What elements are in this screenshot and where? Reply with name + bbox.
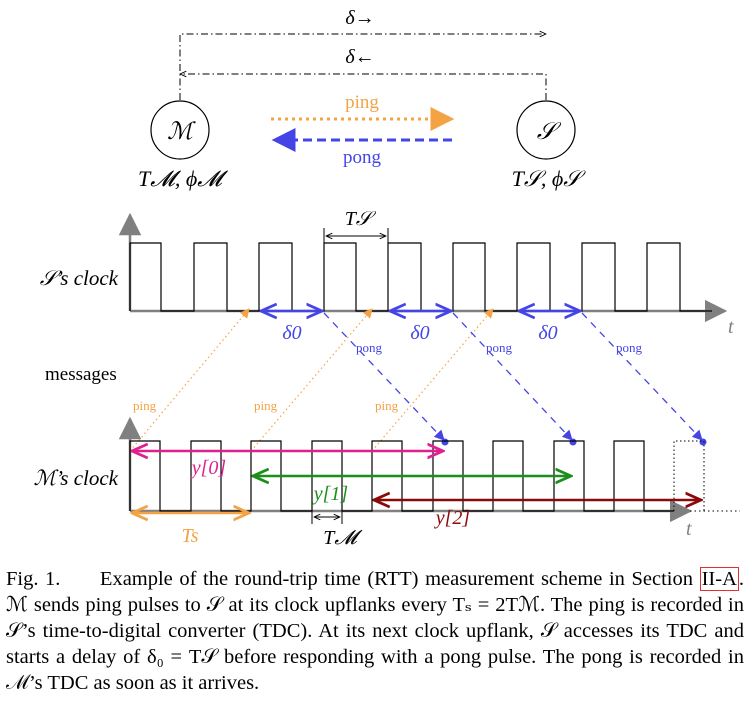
- top-delay-forward: δ→: [179, 7, 546, 100]
- master-node: [150, 100, 210, 160]
- measurement-y1: y[1]: [253, 476, 571, 505]
- ping-label-1: ping: [133, 398, 157, 413]
- y0-label: y[0]: [190, 457, 226, 479]
- delta0-label-1: δ0: [282, 322, 301, 344]
- messages-label: messages: [45, 364, 117, 385]
- slave-delay-1: δ0: [261, 311, 322, 344]
- delta-backward-label: δ←: [345, 46, 374, 68]
- measurement-y0: y[0]: [132, 451, 443, 479]
- rtt-diagram: δ→ δ← ℳ T𝓜, ϕ𝓜 𝒮 T𝒮, ϕ𝒮 ping pong 𝒮’s cl…: [34, 7, 740, 549]
- top-pong-label: pong: [343, 147, 382, 168]
- slave-node-label: T𝒮, ϕ𝒮: [512, 166, 587, 191]
- delta0-label-3: δ0: [538, 322, 557, 344]
- top-ping-arrow: ping: [271, 92, 455, 131]
- top-delay-backward: δ←: [180, 46, 547, 100]
- figure-caption: Fig. 1. Example of the round-trip time (…: [6, 566, 744, 696]
- caption-text-1: Example of the round-trip time (RTT) mea…: [99, 568, 694, 590]
- slave-delay-3: δ0: [519, 311, 580, 344]
- master-clock-waveform: [129, 440, 674, 512]
- ping-period-label: Ts: [181, 525, 198, 547]
- master-node-symbol: ℳ: [167, 119, 196, 145]
- section-reference-link[interactable]: II-A: [699, 567, 739, 591]
- slave-clock-label: 𝒮’s clock: [40, 266, 119, 290]
- ping-label-2: ping: [254, 398, 278, 413]
- pong-lines: pong pong pong: [323, 312, 707, 446]
- master-period-marker: T𝓜: [311, 509, 363, 549]
- delta-forward-label: δ→: [345, 7, 374, 29]
- y2-label: y[2]: [434, 507, 470, 529]
- top-pong-arrow: pong: [271, 128, 452, 168]
- pong-label-2: pong: [486, 340, 513, 355]
- pong-label-3: pong: [616, 340, 643, 355]
- caption-text-2: . ℳ sends ping pulses to 𝒮 at its clock …: [6, 568, 745, 694]
- master-period-label: T𝓜: [323, 527, 363, 549]
- slave-period-marker: T𝒮: [323, 208, 389, 244]
- master-node-label: T𝓜, ϕ𝓜: [138, 166, 228, 191]
- slave-clock-axis-t: t: [728, 316, 734, 338]
- pong-label-1: pong: [356, 340, 383, 355]
- slave-delay-2: δ0: [390, 311, 451, 344]
- slave-period-label: T𝒮: [345, 208, 377, 230]
- ping-label-3: ping: [375, 398, 399, 413]
- master-clock-waveform-dotted: [673, 440, 705, 511]
- y1-label: y[1]: [312, 483, 348, 505]
- slave-node: [516, 100, 576, 160]
- master-clock-axis-t: t: [686, 518, 692, 540]
- ping-period-marker: Ts: [132, 513, 249, 547]
- delta0-label-2: δ0: [410, 322, 429, 344]
- master-clock-label: ℳ’s clock: [34, 466, 119, 490]
- ping-lines: ping ping ping: [129, 308, 494, 452]
- measurement-y2: y[2]: [374, 500, 701, 529]
- slave-clock-waveform: [129, 242, 712, 312]
- top-ping-label: ping: [345, 92, 379, 113]
- caption-prefix: Fig. 1.: [6, 568, 61, 590]
